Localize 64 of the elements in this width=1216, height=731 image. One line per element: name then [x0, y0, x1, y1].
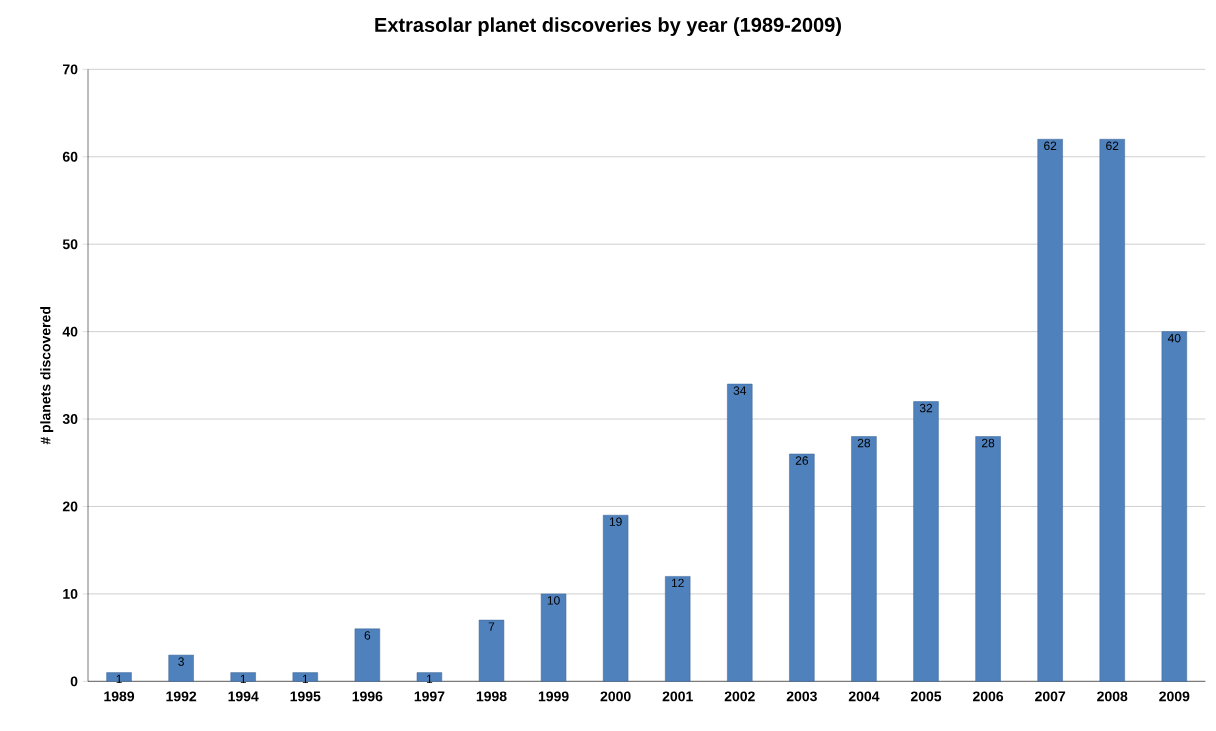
x-tick-label: 1994	[228, 691, 259, 702]
x-tick-label: 1998	[476, 691, 507, 702]
y-tick-label: 0	[70, 676, 78, 687]
x-tick-label: 1997	[414, 691, 445, 702]
bar	[665, 576, 691, 682]
data-label: 3	[178, 657, 184, 667]
bar	[230, 672, 256, 682]
data-label: 1	[116, 675, 122, 684]
data-label: 34	[733, 386, 747, 396]
data-label: 1	[240, 675, 246, 684]
data-label: 1	[427, 675, 433, 684]
bar	[913, 401, 939, 682]
bar	[540, 593, 567, 682]
data-label: 62	[1106, 141, 1119, 151]
data-label: 10	[547, 596, 560, 605]
y-tick-label: 50	[62, 239, 78, 250]
chart-title: Extrasolar planet discoveries by year (1989-2009)	[375, 17, 841, 37]
x-tick-label: 2000	[600, 691, 631, 702]
x-tick-label: 1996	[352, 691, 383, 702]
bar	[602, 515, 629, 682]
bar	[1037, 139, 1063, 682]
x-tick-label: 2005	[910, 691, 942, 702]
x-tick-label: 1999	[538, 691, 569, 702]
x-tick-label: 1992	[166, 691, 197, 702]
data-label: 40	[1167, 334, 1181, 343]
x-tick-label: 2006	[972, 691, 1004, 702]
data-label: 6	[364, 631, 371, 640]
data-label: 1	[302, 675, 309, 684]
bar	[106, 672, 132, 682]
x-tick-label: 2003	[786, 691, 817, 702]
x-tick-label: 2002	[724, 691, 755, 702]
x-tick-label: 1995	[290, 691, 321, 702]
bar	[727, 383, 753, 682]
data-label: 32	[919, 403, 933, 413]
data-label: 12	[671, 578, 684, 588]
bar	[975, 436, 1001, 682]
bar	[1099, 139, 1125, 682]
y-tick-label: 10	[63, 589, 78, 600]
data-label: 28	[982, 438, 995, 448]
data-label: 7	[488, 622, 495, 631]
data-label: 28	[857, 438, 871, 448]
bar	[1161, 331, 1187, 682]
x-tick-label: 2008	[1097, 691, 1128, 702]
bar	[478, 620, 505, 682]
y-tick-label: 40	[62, 326, 78, 337]
y-tick-label: 70	[63, 64, 78, 75]
y-tick-label: 60	[62, 151, 78, 162]
data-label: 19	[609, 517, 622, 527]
bar	[851, 436, 877, 682]
x-tick-label: 1989	[104, 691, 135, 702]
y-tick-label: 30	[62, 414, 78, 425]
bar	[416, 672, 443, 682]
bar	[168, 654, 194, 682]
x-tick-label: 2001	[662, 691, 693, 702]
bar	[292, 672, 318, 682]
bar	[789, 453, 815, 682]
x-tick-label: 2004	[848, 691, 880, 702]
y-tick-label: 20	[62, 501, 78, 512]
x-tick-label: 2007	[1035, 691, 1066, 702]
bar	[354, 628, 381, 682]
x-tick-label: 2009	[1159, 691, 1190, 702]
data-label: 26	[795, 456, 809, 465]
y-axis-title: # planets discovered	[40, 307, 54, 445]
data-label: 62	[1044, 141, 1057, 151]
